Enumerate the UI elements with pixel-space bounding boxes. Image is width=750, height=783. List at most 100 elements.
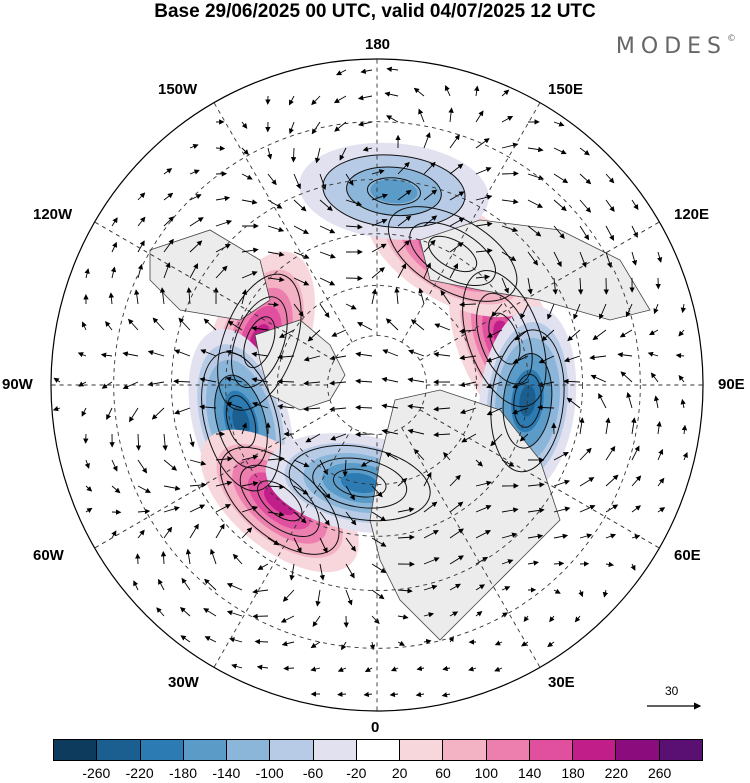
wind-arrow <box>215 456 233 462</box>
wind-arrow <box>159 287 166 305</box>
wind-arrow <box>579 533 593 539</box>
wind-arrow <box>527 482 545 488</box>
wind-arrow <box>397 640 405 646</box>
colorbar-tick-label: -60 <box>302 765 324 781</box>
wind-arrow <box>547 303 555 320</box>
wind-arrow <box>307 329 321 342</box>
wind-arrow <box>371 563 387 574</box>
wind-arrow <box>605 417 611 435</box>
wind-arrow <box>137 485 151 493</box>
wind-arrow <box>319 251 336 259</box>
wind-arrow <box>185 548 192 565</box>
colorbar-swatch <box>97 740 141 760</box>
wind-arrow <box>407 428 425 435</box>
wind-arrow <box>319 199 333 212</box>
wind-arrow <box>553 147 567 155</box>
height-contour <box>288 445 431 522</box>
wind-arrow <box>475 110 484 123</box>
height-contour <box>409 221 496 287</box>
wind-arrow <box>357 95 373 101</box>
wind-arrow <box>345 224 363 230</box>
wind-arrow <box>215 523 225 539</box>
wind-arrow <box>598 303 607 320</box>
wind-arrow <box>189 504 206 513</box>
wind-arrow <box>232 553 243 565</box>
height-contour <box>490 329 565 473</box>
wind-arrow <box>449 611 459 617</box>
wind-arrow <box>653 303 659 315</box>
wind-arrow <box>442 665 451 672</box>
colorbar-swatch <box>573 740 617 760</box>
height-contour <box>332 468 387 498</box>
wind-arrow <box>423 239 436 253</box>
wind-arrow <box>364 666 373 672</box>
wind-arrow <box>319 563 325 581</box>
wind-arrow <box>241 121 248 129</box>
wind-arrow <box>459 381 477 388</box>
wind-arrow <box>267 456 285 462</box>
lon-label-30e: 30E <box>548 674 575 691</box>
wind-arrow <box>252 588 269 595</box>
wind-arrow <box>293 173 301 190</box>
wind-arrow <box>519 433 529 442</box>
wind-arrow <box>100 352 113 358</box>
meridian-line <box>419 409 672 556</box>
wind-arrow <box>241 527 253 539</box>
wind-arrow <box>163 262 171 279</box>
wind-arrow <box>494 666 503 672</box>
colorbar-tick-label: -180 <box>168 765 198 781</box>
wind-arrow <box>282 589 295 602</box>
wind-arrow <box>163 192 174 201</box>
wind-arrow <box>605 173 615 184</box>
wind-arrow <box>501 612 509 618</box>
height-contour <box>366 177 421 206</box>
latitude-circle <box>113 121 641 649</box>
wind-arrow <box>105 321 113 331</box>
wind-arrow <box>241 422 247 435</box>
wind-arrow <box>78 381 87 387</box>
wind-arrow <box>215 504 231 513</box>
wind-arrow <box>423 501 438 513</box>
wind-arrow <box>382 349 399 357</box>
colorbar-swatch <box>183 740 228 760</box>
wind-arrow <box>319 485 331 500</box>
canada-land <box>149 229 271 321</box>
latitude-circle <box>171 179 583 591</box>
wind-arrow <box>563 355 581 363</box>
wind-arrow <box>345 589 353 606</box>
wind-arrow <box>181 577 191 591</box>
meridian-line <box>401 90 548 343</box>
wind-arrow <box>656 421 662 435</box>
wind-arrow <box>423 471 432 487</box>
wind-arrow <box>204 578 217 591</box>
wind-arrow <box>329 380 347 386</box>
wind-arrow <box>459 328 477 334</box>
colorbar-swatch <box>227 740 271 760</box>
wind-arrow <box>215 195 231 202</box>
wind-arrow <box>280 615 295 623</box>
wind-arrow <box>345 173 354 186</box>
wind-arrow <box>553 506 571 513</box>
wind-arrow <box>52 406 61 412</box>
colorbar-swatch <box>270 740 314 760</box>
wind-arrow <box>649 329 659 336</box>
wind-arrow <box>475 138 490 149</box>
wind-arrow <box>371 511 387 522</box>
wind-arrow <box>137 216 146 227</box>
meridian-line <box>401 427 548 680</box>
wind-arrow <box>225 349 243 357</box>
wind-arrow <box>215 243 231 253</box>
wind-arrow <box>251 377 269 383</box>
wind-arrow <box>527 533 544 540</box>
height-contour <box>462 270 547 408</box>
wind-arrow <box>333 95 347 104</box>
wind-arrow <box>288 95 295 106</box>
wind-arrow <box>203 608 217 617</box>
wind-arrow <box>215 145 226 151</box>
wind-arrow <box>491 303 503 318</box>
wind-arrow <box>277 354 295 360</box>
wind-arrow <box>512 381 529 389</box>
wind-arrow <box>345 537 356 552</box>
colorbar-swatch <box>140 740 184 760</box>
